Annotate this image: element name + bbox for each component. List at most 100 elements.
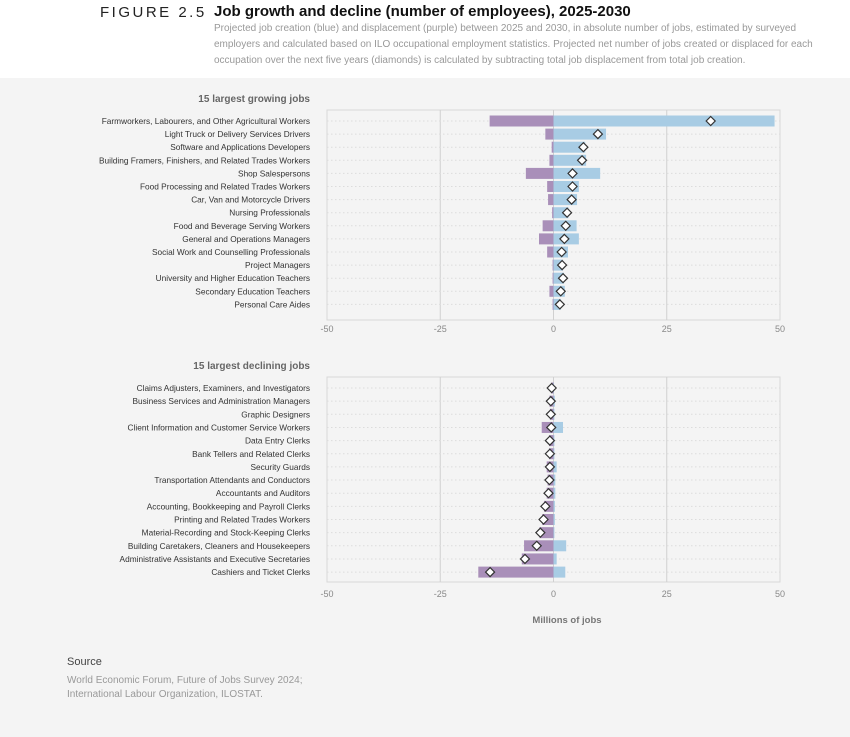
creation-bar xyxy=(553,181,579,192)
source-heading: Source xyxy=(67,656,102,668)
net-diamond xyxy=(561,207,573,219)
net-diamond xyxy=(557,272,569,284)
x-tick-label: 0 xyxy=(551,589,556,599)
net-diamond xyxy=(519,553,531,565)
net-diamond xyxy=(544,474,555,486)
x-tick-label: -25 xyxy=(434,324,447,334)
x-tick-label: -50 xyxy=(320,589,333,599)
creation-bar xyxy=(553,553,557,565)
displacement-bar xyxy=(547,181,554,192)
displacement-bar xyxy=(547,246,554,258)
creation-bar xyxy=(553,421,564,433)
category-label: Administrative Assistants and Executive … xyxy=(120,554,310,564)
x-axis-label: Millions of jobs xyxy=(532,615,601,626)
displacement-bar xyxy=(549,154,554,166)
category-label: Cashiers and Ticket Clerks xyxy=(211,567,310,577)
x-tick-label: -25 xyxy=(434,589,447,599)
x-tick-label: 0 xyxy=(551,324,556,334)
category-label: Food Processing and Related Trades Worke… xyxy=(140,182,310,192)
net-diamond xyxy=(543,487,554,499)
category-label: General and Operations Managers xyxy=(182,234,310,244)
displacement-bar xyxy=(521,553,554,565)
category-label: Personal Care Aides xyxy=(234,299,310,309)
category-label: Food and Beverage Serving Workers xyxy=(174,221,310,231)
creation-bar xyxy=(553,527,555,539)
category-label: Light Truck or Delivery Services Drivers xyxy=(165,129,310,139)
header: FIGURE 2.5 Job growth and decline (numbe… xyxy=(0,0,850,78)
net-diamond xyxy=(544,435,556,446)
chart-panel-0: 15 largest growing jobs Farmworkers, Labo… xyxy=(99,94,785,334)
net-diamond xyxy=(544,448,556,460)
net-diamond xyxy=(545,395,557,407)
net-diamond xyxy=(566,194,577,205)
x-tick-label: 50 xyxy=(775,324,785,334)
displacement-bar xyxy=(552,298,554,310)
net-diamond xyxy=(546,382,558,394)
net-diamond xyxy=(578,141,589,153)
net-diamond xyxy=(705,115,717,127)
creation-bar xyxy=(553,487,556,499)
displacement-bar xyxy=(552,207,554,219)
category-label: Graphic Designers xyxy=(241,409,310,419)
displacement-bar xyxy=(548,194,554,206)
x-tick-label: 25 xyxy=(662,324,672,334)
displacement-bar xyxy=(525,167,554,179)
category-label: Business Services and Administration Man… xyxy=(132,396,310,406)
creation-bar xyxy=(553,128,607,140)
category-label: Client Information and Customer Service … xyxy=(128,422,310,432)
net-diamond xyxy=(559,233,570,245)
net-diamond xyxy=(538,514,549,525)
category-label: Secondary Education Teachers xyxy=(195,286,310,296)
source-text: World Economic Forum, Future of Jobs Sur… xyxy=(67,675,303,700)
displacement-bar xyxy=(539,527,554,539)
displacement-bar xyxy=(552,259,554,271)
displacement-bar xyxy=(539,233,554,245)
category-label: Nursing Professionals xyxy=(229,208,310,218)
chart-panel-1: 15 largest declining jobs Claims Adjuster… xyxy=(120,361,785,626)
net-diamond xyxy=(544,461,556,473)
displacement-bar xyxy=(489,115,554,127)
net-diamond xyxy=(556,259,568,271)
category-label: Farmworkers, Labourers, and Other Agricu… xyxy=(102,116,310,126)
net-diamond xyxy=(560,220,572,232)
net-diamond xyxy=(567,181,578,192)
x-tick-label: 25 xyxy=(662,589,672,599)
creation-bar xyxy=(553,141,586,153)
net-diamond xyxy=(545,408,557,420)
net-diamond xyxy=(576,154,588,166)
creation-bar xyxy=(553,540,567,552)
net-diamond xyxy=(539,501,551,512)
net-diamond xyxy=(535,527,546,538)
category-label: Accountants and Auditors xyxy=(216,488,310,498)
net-diamond xyxy=(567,168,578,179)
x-tick-label: 50 xyxy=(775,589,785,599)
creation-bar xyxy=(553,207,569,219)
chart-title: Job growth and decline (number of employ… xyxy=(214,3,631,20)
displacement-bar xyxy=(478,566,554,578)
net-diamond xyxy=(545,422,557,433)
panel-title: 15 largest growing jobs xyxy=(198,94,310,105)
net-diamond xyxy=(531,540,543,552)
creation-bar xyxy=(553,154,587,166)
category-label: Building Caretakers, Cleaners and Housek… xyxy=(128,541,310,551)
x-tick-label: -50 xyxy=(320,324,333,334)
net-diamond xyxy=(554,299,566,310)
displacement-bar xyxy=(552,272,554,284)
category-label: Transportation Attendants and Conductors xyxy=(154,475,310,485)
category-label: Accounting, Bookkeeping and Payroll Cler… xyxy=(147,501,310,511)
displacement-bar xyxy=(542,220,554,232)
category-label: Bank Tellers and Related Clerks xyxy=(192,449,310,459)
net-diamond xyxy=(556,246,568,258)
displacement-bar xyxy=(545,128,554,140)
creation-bar xyxy=(553,194,578,206)
category-label: Printing and Related Trades Workers xyxy=(174,515,310,525)
category-label: Building Framers, Finishers, and Related… xyxy=(99,155,310,165)
net-diamond xyxy=(484,566,496,578)
creation-bar xyxy=(553,115,775,127)
category-label: Security Guards xyxy=(251,462,310,472)
net-diamond xyxy=(592,128,604,140)
category-label: Data Entry Clerks xyxy=(245,436,310,446)
category-label: Material-Recording and Stock-Keeping Cle… xyxy=(142,528,310,538)
displacement-bar xyxy=(551,141,554,153)
